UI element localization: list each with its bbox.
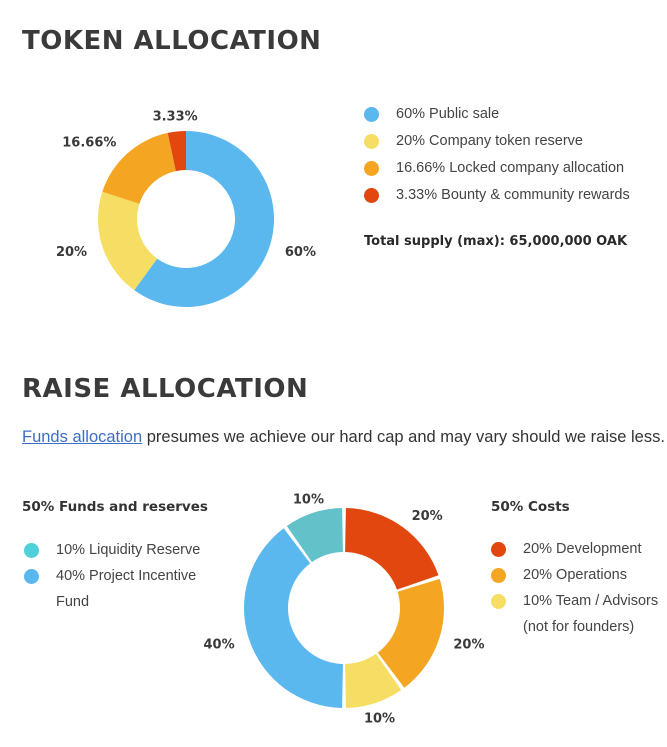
- donut-slice: [244, 528, 343, 708]
- donut-slice: [286, 508, 343, 563]
- legend-item: 10% Liquidity Reserve: [24, 537, 224, 563]
- donut-slice: [167, 131, 186, 172]
- legend-label: 16.66% Locked company allocation: [396, 160, 625, 176]
- legend-dot-icon: [364, 134, 379, 149]
- legend-item: 20% Development: [491, 536, 667, 562]
- legend-dot-icon: [491, 568, 506, 583]
- legend-label: 40% Project Incentive Fund: [56, 568, 197, 610]
- costs-heading: 50% Costs: [491, 499, 570, 515]
- token-allocation-title: TOKEN ALLOCATION: [22, 26, 322, 56]
- donut-slice: [102, 132, 176, 204]
- slice-label: 10%: [293, 493, 324, 508]
- costs-legend: 20% Development 20% Operations 10% Team / …: [491, 536, 667, 640]
- slice-label: 3.33%: [153, 110, 198, 125]
- legend-dot-icon: [364, 161, 379, 176]
- token-legend: 60% Public sale 20% Company token reserve…: [364, 104, 630, 212]
- slice-label: 10%: [364, 711, 395, 726]
- raise-allocation-title: RAISE ALLOCATION: [22, 374, 309, 404]
- legend-label: 20% Company token reserve: [396, 133, 583, 149]
- slice-label: 16.66%: [62, 136, 116, 151]
- funds-reserves-heading: 50% Funds and reserves: [22, 499, 208, 515]
- slice-label: 40%: [204, 638, 235, 653]
- legend-dot-icon: [24, 569, 39, 584]
- raise-intro-body: presumes we achieve our hard cap and may…: [142, 428, 665, 446]
- legend-dot-icon: [364, 188, 379, 203]
- legend-dot-icon: [364, 107, 379, 122]
- slice-label: 20%: [453, 638, 484, 653]
- funds-legend: 10% Liquidity Reserve 40% Project Incenti…: [24, 537, 224, 615]
- donut-slice: [97, 191, 158, 291]
- legend-item: 40% Project Incentive Fund: [24, 563, 224, 615]
- donut-slice: [377, 578, 444, 688]
- donut-slice: [134, 131, 274, 307]
- legend-dot-icon: [491, 542, 506, 557]
- slice-label: 20%: [56, 245, 87, 260]
- legend-item: 10% Team / Advisors (not for founders): [491, 588, 667, 640]
- funds-allocation-link[interactable]: Funds allocation: [22, 428, 143, 446]
- donut-slice: [345, 653, 402, 708]
- legend-label: 10% Team / Advisors (not for founders): [523, 593, 659, 635]
- total-supply-text: Total supply (max): 65,000,000 OAK: [364, 234, 628, 249]
- legend-label: 60% Public sale: [396, 106, 500, 122]
- legend-label: 20% Development: [523, 541, 642, 557]
- legend-item: 16.66% Locked company allocation: [364, 158, 630, 185]
- legend-item: 20% Company token reserve: [364, 131, 630, 158]
- slice-label: 20%: [412, 509, 443, 524]
- legend-dot-icon: [491, 594, 506, 609]
- legend-label: 10% Liquidity Reserve: [56, 542, 201, 558]
- slice-label: 60%: [285, 245, 316, 260]
- legend-item: 60% Public sale: [364, 104, 630, 131]
- legend-label: 20% Operations: [523, 567, 627, 583]
- raise-intro-text: Funds allocation presumes we achieve our…: [22, 427, 667, 448]
- legend-dot-icon: [24, 543, 39, 558]
- legend-label: 3.33% Bounty & community rewards: [396, 187, 630, 203]
- legend-item: 3.33% Bounty & community rewards: [364, 185, 630, 212]
- legend-item: 20% Operations: [491, 562, 667, 588]
- donut-slice: [345, 508, 439, 590]
